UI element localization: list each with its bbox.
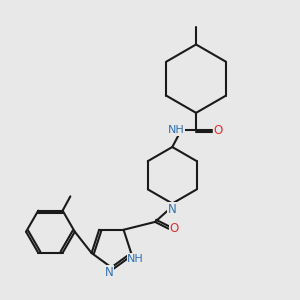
Text: O: O (169, 222, 179, 235)
Text: NH: NH (167, 125, 184, 135)
Text: O: O (213, 124, 223, 136)
Text: N: N (168, 203, 177, 216)
Text: N: N (105, 266, 113, 279)
Text: NH: NH (127, 254, 144, 264)
